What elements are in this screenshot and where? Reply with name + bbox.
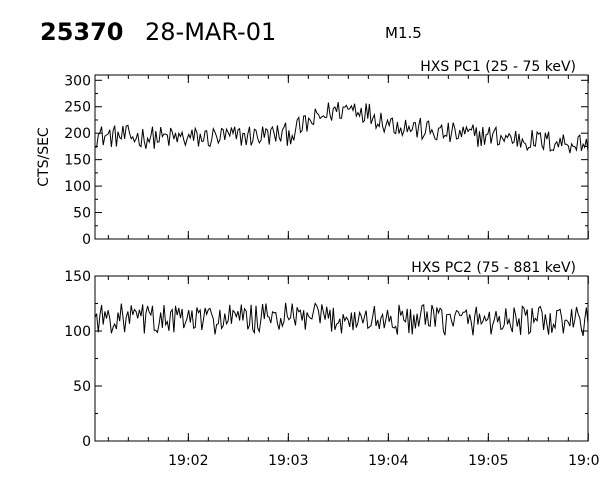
series-line xyxy=(94,102,589,154)
y-tick-label: 300 xyxy=(64,73,91,89)
x-tick-label: 19:05 xyxy=(468,453,508,469)
y-tick-label: 150 xyxy=(64,269,91,285)
event-date: 28-MAR-01 xyxy=(145,18,276,46)
y-tick-label: 200 xyxy=(64,126,91,142)
y-tick-label: 0 xyxy=(82,434,91,450)
y-tick-label: 50 xyxy=(73,379,91,395)
panel-pc1: 0 50 100 150 200 250 300 HXS PC1 (25 - 75 keV) C… xyxy=(36,59,589,248)
event-id: 25370 xyxy=(40,18,124,46)
plot-frame xyxy=(94,275,589,442)
panel-pc2: 0 50 100 150 19:02 19:03 19:04 19:05 19:06 HXS PC… xyxy=(64,260,600,469)
series-line xyxy=(94,302,589,337)
y-tick-label: 150 xyxy=(64,153,91,169)
y-tick-label: 250 xyxy=(64,100,91,116)
y-tick-label: 100 xyxy=(64,324,91,340)
plot-frame xyxy=(94,74,589,240)
y-tick-label: 0 xyxy=(82,232,91,248)
panel-title: HXS PC2 (75 - 881 keV) xyxy=(411,260,576,276)
y-axis-label: CTS/SEC xyxy=(36,127,52,187)
flare-class: M1.5 xyxy=(385,24,422,42)
x-tick-label: 19:03 xyxy=(268,453,308,469)
panel-title: HXS PC1 (25 - 75 keV) xyxy=(420,59,576,75)
x-tick-label: 19:06 xyxy=(568,453,600,469)
x-tick-label: 19:02 xyxy=(168,453,208,469)
y-tick-label: 50 xyxy=(73,206,91,222)
y-tick-label: 100 xyxy=(64,179,91,195)
x-tick-label: 19:04 xyxy=(368,453,408,469)
